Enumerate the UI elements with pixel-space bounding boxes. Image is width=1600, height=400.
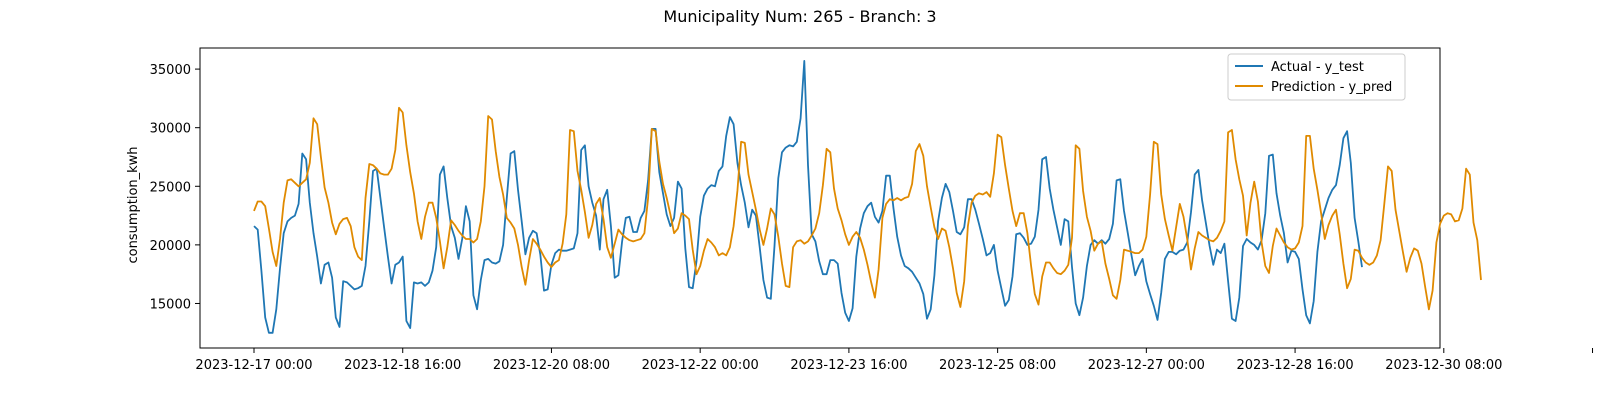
y-axis-label: consumption_kwh (126, 146, 141, 263)
x-tick-label: 2023-12-25 08:00 (939, 358, 1056, 373)
y-tick-label: 35000 (150, 63, 191, 78)
x-tick-label: 2023-12-17 00:00 (195, 358, 312, 373)
x-axis: 2023-12-17 00:00 2023-12-18 16:00 2023-12-… (195, 348, 1594, 373)
x-tick-label: 2023-12-23 16:00 (790, 358, 907, 373)
y-tick-label: 20000 (150, 239, 191, 254)
x-tick-label: 2023-12-28 16:00 (1236, 358, 1353, 373)
series-line-prediction (253, 106, 1482, 311)
x-tick-label: 2023-12-18 16:00 (344, 358, 461, 373)
y-tick-label: 15000 (150, 297, 191, 312)
y-axis: 15000 20000 25000 30000 35000 (150, 63, 200, 312)
series-layer (253, 60, 1482, 334)
x-tick-label: 2023-12-30 08:00 (1385, 358, 1502, 373)
x-tick-label: 2023-12-22 00:00 (642, 358, 759, 373)
legend: Actual - y_test Prediction - y_pred (1227, 53, 1406, 101)
chart-title: Municipality Num: 265 - Branch: 3 (663, 7, 936, 26)
x-tick-label: 2023-12-27 00:00 (1088, 358, 1205, 373)
x-tick-label: 2023-12-20 08:00 (493, 358, 610, 373)
y-tick-label: 25000 (150, 180, 191, 195)
legend-label: Actual - y_test (1271, 60, 1364, 75)
y-tick-label: 30000 (150, 122, 191, 137)
legend-box (1227, 53, 1406, 101)
legend-label: Prediction - y_pred (1271, 80, 1392, 95)
plot-area (199, 47, 1441, 349)
series-line-actual (253, 60, 1363, 334)
